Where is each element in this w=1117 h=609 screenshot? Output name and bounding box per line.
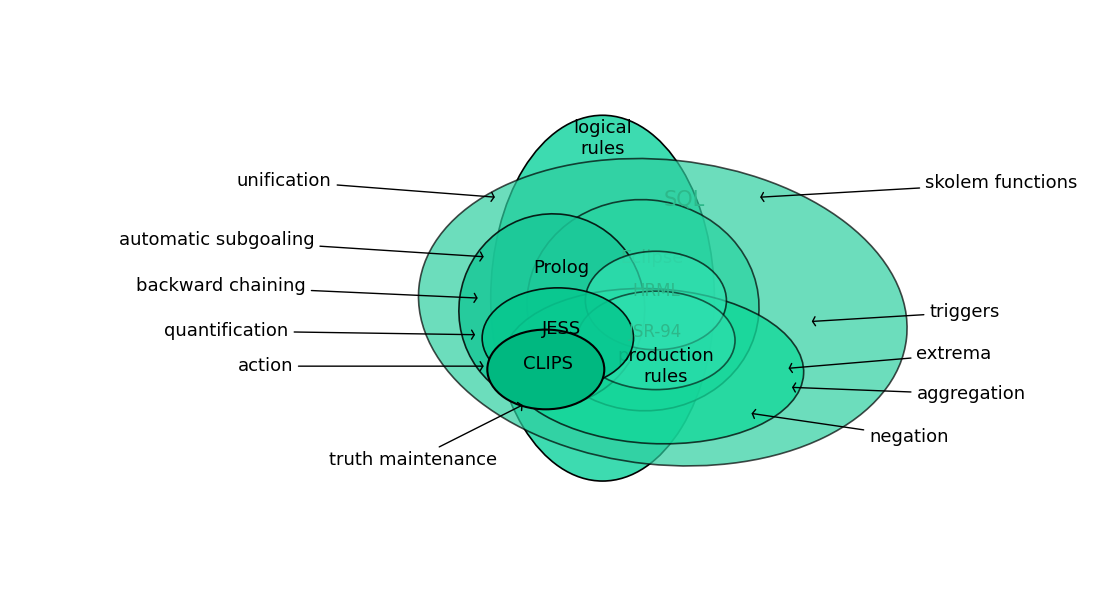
Ellipse shape [576,291,735,390]
Text: negation: negation [753,409,948,446]
Text: production
rules: production rules [617,347,714,385]
Ellipse shape [490,115,715,481]
Text: JESS: JESS [542,320,581,337]
Text: action: action [238,357,483,375]
Ellipse shape [419,158,907,466]
Text: CLIPS: CLIPS [524,355,573,373]
Text: aggregation: aggregation [793,383,1025,403]
Ellipse shape [585,252,726,350]
Text: unification: unification [237,172,494,202]
Text: HRML: HRML [632,282,680,300]
Ellipse shape [527,200,760,411]
Text: Prolog: Prolog [533,259,590,276]
Text: truth maintenance: truth maintenance [330,403,522,469]
Ellipse shape [459,214,645,406]
Text: logical
rules: logical rules [573,119,632,158]
Text: SQL: SQL [663,189,705,209]
Ellipse shape [503,289,803,444]
Text: triggers: triggers [812,303,1000,326]
Text: automatic subgoaling: automatic subgoaling [118,231,483,261]
Text: backward chaining: backward chaining [136,278,477,303]
Text: Eclipse: Eclipse [620,249,684,267]
Text: skolem functions: skolem functions [761,174,1078,202]
Text: quantification: quantification [164,322,475,340]
Text: JSR-94: JSR-94 [629,323,682,341]
Text: extrema: extrema [790,345,992,373]
Ellipse shape [487,329,604,409]
Ellipse shape [483,288,633,388]
